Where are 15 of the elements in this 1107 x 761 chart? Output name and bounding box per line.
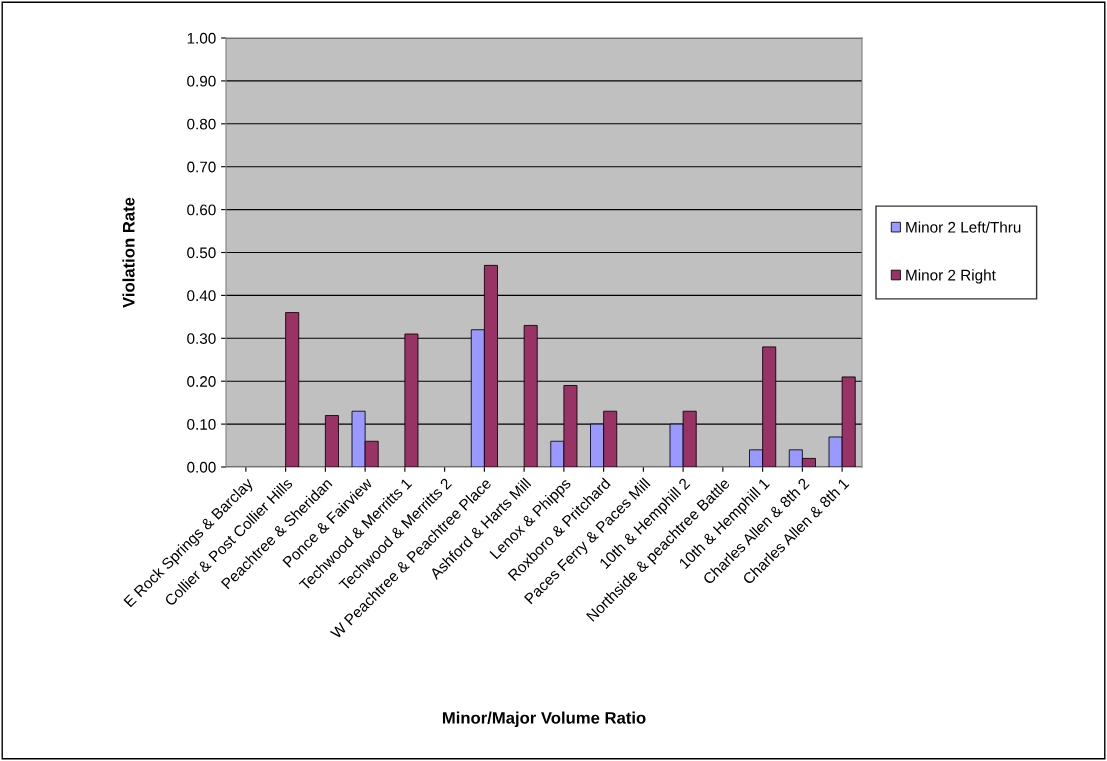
y-tick-label: 0.00 xyxy=(187,461,216,473)
y-tick-label: 0.20 xyxy=(187,376,216,387)
x-axis-title: Minor/Major Volume Ratio xyxy=(442,711,646,728)
legend-label: Minor 2 Right xyxy=(906,269,996,284)
y-tick-label: 0.90 xyxy=(187,75,216,87)
y-tick-label: 0.80 xyxy=(187,118,216,130)
legend-label: Minor 2 Left/Thru xyxy=(906,221,1021,233)
y-axis-title: Violation Rate xyxy=(122,197,135,308)
y-tick-label: 0.70 xyxy=(187,161,216,173)
y-tick-label: 0.50 xyxy=(187,247,216,259)
y-tick-label: 1.00 xyxy=(187,32,216,44)
y-tick-label: 0.60 xyxy=(187,204,216,216)
y-tick-label: 0.10 xyxy=(187,418,216,430)
y-tick-label: 0.30 xyxy=(187,333,216,344)
y-tick-label: 0.40 xyxy=(187,290,216,302)
